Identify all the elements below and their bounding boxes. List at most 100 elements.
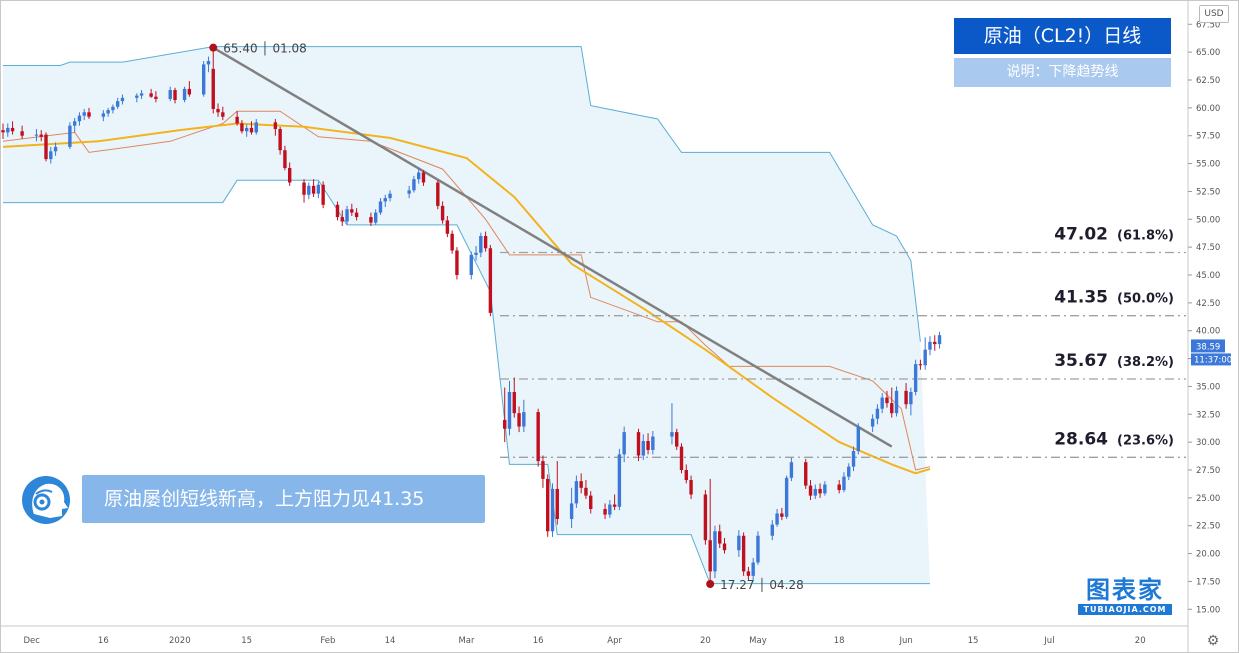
candle xyxy=(440,201,445,224)
chart-title: 原油（CL2!）日线 xyxy=(954,18,1171,54)
candle xyxy=(928,336,932,356)
fib-level-pct: (23.6%) xyxy=(1117,433,1174,448)
y-tick-label: 17.50 xyxy=(1196,577,1220,587)
candle-body xyxy=(918,364,923,366)
y-tick-label: 20.00 xyxy=(1196,550,1220,560)
candle xyxy=(880,393,884,414)
candle-body xyxy=(412,179,416,191)
candle-body xyxy=(139,93,144,96)
candle-body xyxy=(235,116,239,124)
candle-body xyxy=(450,233,454,251)
candle xyxy=(445,215,450,238)
fib-level-pct: (61.8%) xyxy=(1117,228,1174,243)
candle xyxy=(106,107,110,117)
ma-fast-line xyxy=(2,110,931,471)
candle xyxy=(388,190,392,202)
candle-body xyxy=(870,418,875,427)
candle xyxy=(818,483,822,498)
candle-body xyxy=(72,121,77,126)
candle xyxy=(780,507,784,521)
x-tick-label: May xyxy=(749,636,767,646)
candle xyxy=(522,399,526,433)
y-tick-label: 55.00 xyxy=(1196,160,1220,170)
candle xyxy=(39,130,43,142)
candle xyxy=(211,47,215,114)
candle-body xyxy=(488,248,493,313)
candle xyxy=(436,180,440,210)
gear-icon[interactable]: ⚙ xyxy=(1206,632,1220,648)
candle-body xyxy=(436,182,440,206)
fib-level-price: 35.67 xyxy=(1054,351,1108,371)
candle-body xyxy=(135,95,139,98)
candle xyxy=(875,404,880,425)
candle-body xyxy=(87,112,91,117)
candle xyxy=(517,406,521,433)
candle-body xyxy=(689,480,693,495)
candle xyxy=(751,558,755,582)
channel-upper-line xyxy=(3,46,921,342)
candle-body xyxy=(77,115,82,122)
candle-body xyxy=(182,88,187,101)
candle-body xyxy=(522,412,526,427)
y-tick-label: 60.00 xyxy=(1196,104,1220,114)
candle-body xyxy=(350,209,354,213)
candle-body xyxy=(741,535,746,572)
fib-level-pct: (50.0%) xyxy=(1117,292,1174,307)
candle-body xyxy=(483,236,488,249)
candle xyxy=(455,247,459,280)
candle-body xyxy=(789,462,794,478)
candle xyxy=(608,500,612,518)
candle xyxy=(909,387,913,416)
extreme-label: 65.40 │ 01.08 xyxy=(223,41,307,56)
candle-body xyxy=(455,250,459,275)
candle-body xyxy=(813,488,817,496)
candle xyxy=(675,428,679,450)
candle-body xyxy=(856,426,861,452)
candle xyxy=(311,179,316,197)
candle xyxy=(369,212,373,226)
candle-body xyxy=(847,466,851,477)
candle-body xyxy=(928,341,932,350)
candle-body xyxy=(679,446,684,470)
x-tick-label: 15 xyxy=(968,636,979,646)
candle-body xyxy=(287,168,292,183)
candle xyxy=(421,170,426,186)
candle xyxy=(450,230,454,254)
x-tick-label: 16 xyxy=(98,636,109,646)
candle xyxy=(173,87,177,104)
candle xyxy=(101,110,106,122)
y-tick-label: 40.00 xyxy=(1196,327,1220,337)
y-tick-label: 32.50 xyxy=(1196,410,1220,420)
candle xyxy=(135,93,139,103)
candle-body xyxy=(311,185,316,194)
candle xyxy=(837,480,841,494)
candle xyxy=(283,145,287,171)
candle-body xyxy=(101,113,106,117)
candle-body xyxy=(512,392,516,414)
y-tick-label: 30.00 xyxy=(1196,438,1220,448)
currency-label[interactable]: USD xyxy=(1199,5,1229,23)
x-tick-label: Jun xyxy=(898,636,912,646)
candle-body xyxy=(278,129,282,151)
candle-body xyxy=(44,134,48,160)
candle xyxy=(53,142,58,156)
candle xyxy=(278,126,282,155)
candle xyxy=(407,185,411,199)
channel-fill xyxy=(3,46,930,584)
candle xyxy=(718,524,722,548)
candle xyxy=(890,387,894,418)
candle-body xyxy=(913,364,918,392)
candle-body xyxy=(937,335,942,345)
candle-body xyxy=(469,254,473,275)
candle-body xyxy=(851,451,856,467)
candle-body xyxy=(584,487,588,496)
candle xyxy=(507,380,512,436)
fib-level-price: 47.02 xyxy=(1054,224,1108,244)
candle-body xyxy=(622,432,626,455)
candle xyxy=(34,129,39,142)
candle-body xyxy=(770,524,774,536)
candle xyxy=(847,463,851,481)
candle-body xyxy=(517,413,521,427)
